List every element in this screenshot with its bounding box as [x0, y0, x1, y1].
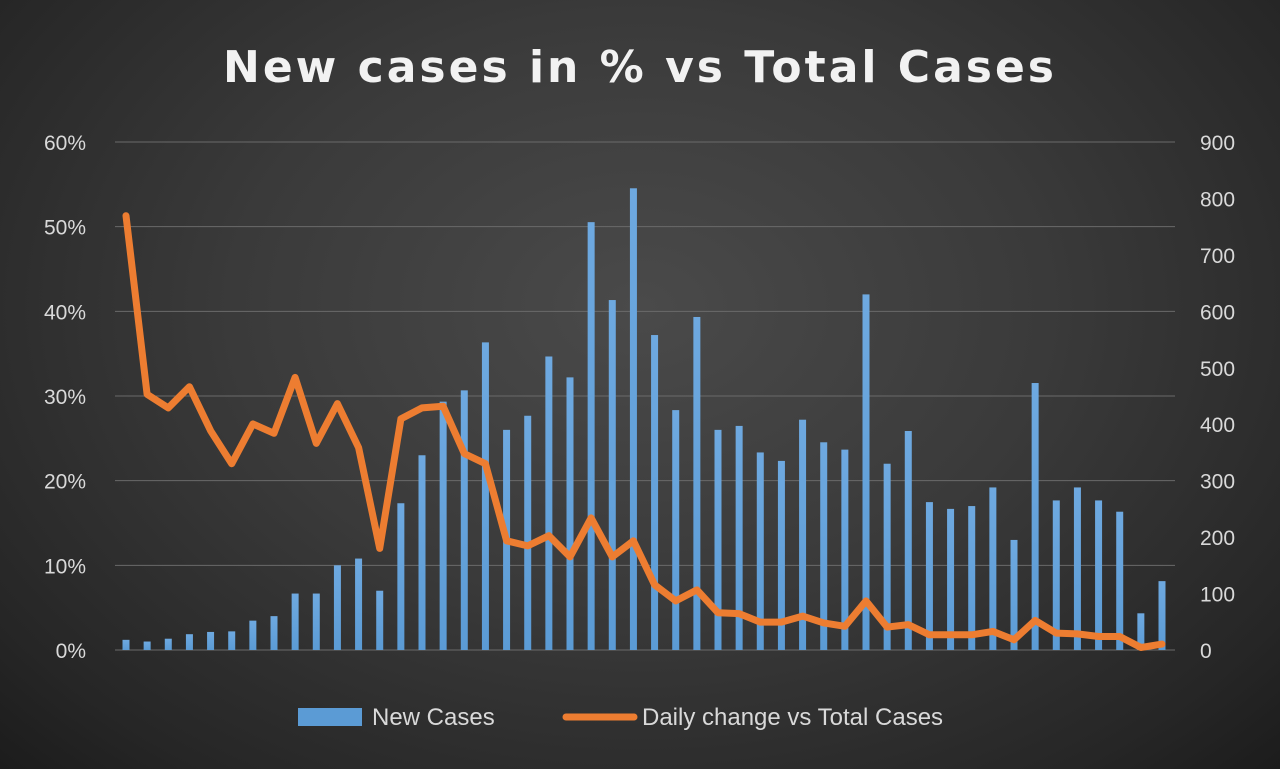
new-cases-bar: [735, 425, 743, 650]
legend-swatch-bar: [298, 708, 362, 726]
new-cases-bar: [651, 335, 659, 650]
new-cases-bar: [841, 449, 849, 650]
new-cases-bar: [143, 641, 151, 650]
new-cases-bar: [714, 429, 722, 650]
new-cases-bar: [1158, 581, 1166, 650]
new-cases-bar: [439, 401, 447, 650]
left-tick-label: 10%: [44, 555, 86, 578]
new-cases-bar: [1052, 500, 1060, 650]
new-cases-bar: [355, 558, 363, 650]
new-cases-bar: [587, 222, 595, 650]
new-cases-bar: [820, 442, 828, 650]
left-tick-label: 20%: [44, 471, 86, 494]
new-cases-bar: [777, 460, 785, 650]
right-tick-label: 600: [1200, 301, 1235, 324]
new-cases-bar: [397, 503, 405, 650]
new-cases-bar: [862, 294, 870, 650]
legend-label-daily-change: Daily change vs Total Cases: [642, 704, 943, 731]
new-cases-bar: [185, 634, 193, 650]
right-tick-label: 400: [1200, 414, 1235, 437]
left-tick-label: 0%: [56, 640, 86, 663]
daily-change-line: [122, 212, 1166, 651]
new-cases-bar: [481, 342, 489, 650]
new-cases-bar: [989, 487, 997, 650]
new-cases-bar: [312, 593, 320, 650]
new-cases-bar: [1137, 613, 1145, 650]
new-cases-bar: [545, 356, 553, 650]
new-cases-bar: [460, 390, 468, 650]
new-cases-bar: [1010, 539, 1018, 650]
new-cases-bar: [207, 631, 215, 650]
new-cases-bar: [629, 188, 637, 651]
right-axis: 0 100 200 300 400 500 600 700 800 900: [1200, 132, 1235, 663]
new-cases-bar: [524, 415, 532, 650]
new-cases-bar: [1095, 500, 1103, 650]
right-tick-label: 200: [1200, 527, 1235, 550]
new-cases-bar: [291, 593, 299, 650]
new-cases-bar: [249, 620, 257, 650]
new-cases-bar: [228, 631, 236, 650]
left-tick-label: 50%: [44, 217, 86, 240]
legend-label-new-cases: New Cases: [372, 704, 495, 731]
new-cases-bar: [566, 377, 574, 650]
new-cases-bar: [122, 639, 130, 650]
new-cases-bar: [1031, 383, 1039, 650]
new-cases-bar: [333, 565, 341, 650]
new-cases-bar: [608, 300, 616, 650]
new-cases-bar: [1073, 487, 1081, 650]
right-tick-label: 900: [1200, 132, 1235, 155]
new-cases-bar: [164, 638, 172, 650]
right-tick-label: 100: [1200, 584, 1235, 607]
new-cases-bar: [947, 508, 955, 650]
new-cases-bar: [376, 590, 384, 650]
right-tick-label: 500: [1200, 358, 1235, 381]
left-axis: 0% 10% 20% 30% 40% 50% 60%: [44, 132, 86, 663]
line-series: [122, 212, 1166, 651]
new-cases-bar: [968, 506, 976, 650]
new-cases-bar: [1116, 511, 1124, 650]
bar-series: [122, 188, 1166, 651]
right-tick-label: 300: [1200, 471, 1235, 494]
legend: New Cases Daily change vs Total Cases: [298, 704, 943, 731]
new-cases-bar: [672, 410, 680, 650]
new-cases-bar: [756, 452, 764, 650]
chart-title: New cases in % vs Total Cases: [223, 42, 1057, 93]
new-cases-bar: [418, 455, 426, 650]
right-tick-label: 700: [1200, 245, 1235, 268]
new-cases-bar: [904, 430, 912, 650]
new-cases-bar: [270, 616, 278, 650]
left-tick-label: 60%: [44, 132, 86, 155]
new-cases-bar: [693, 316, 701, 650]
right-tick-label: 800: [1200, 188, 1235, 211]
right-tick-label: 0: [1200, 640, 1212, 663]
new-cases-bar: [799, 419, 807, 650]
left-tick-label: 40%: [44, 301, 86, 324]
new-cases-bar: [883, 463, 891, 650]
left-tick-label: 30%: [44, 386, 86, 409]
new-cases-bar: [925, 502, 933, 650]
